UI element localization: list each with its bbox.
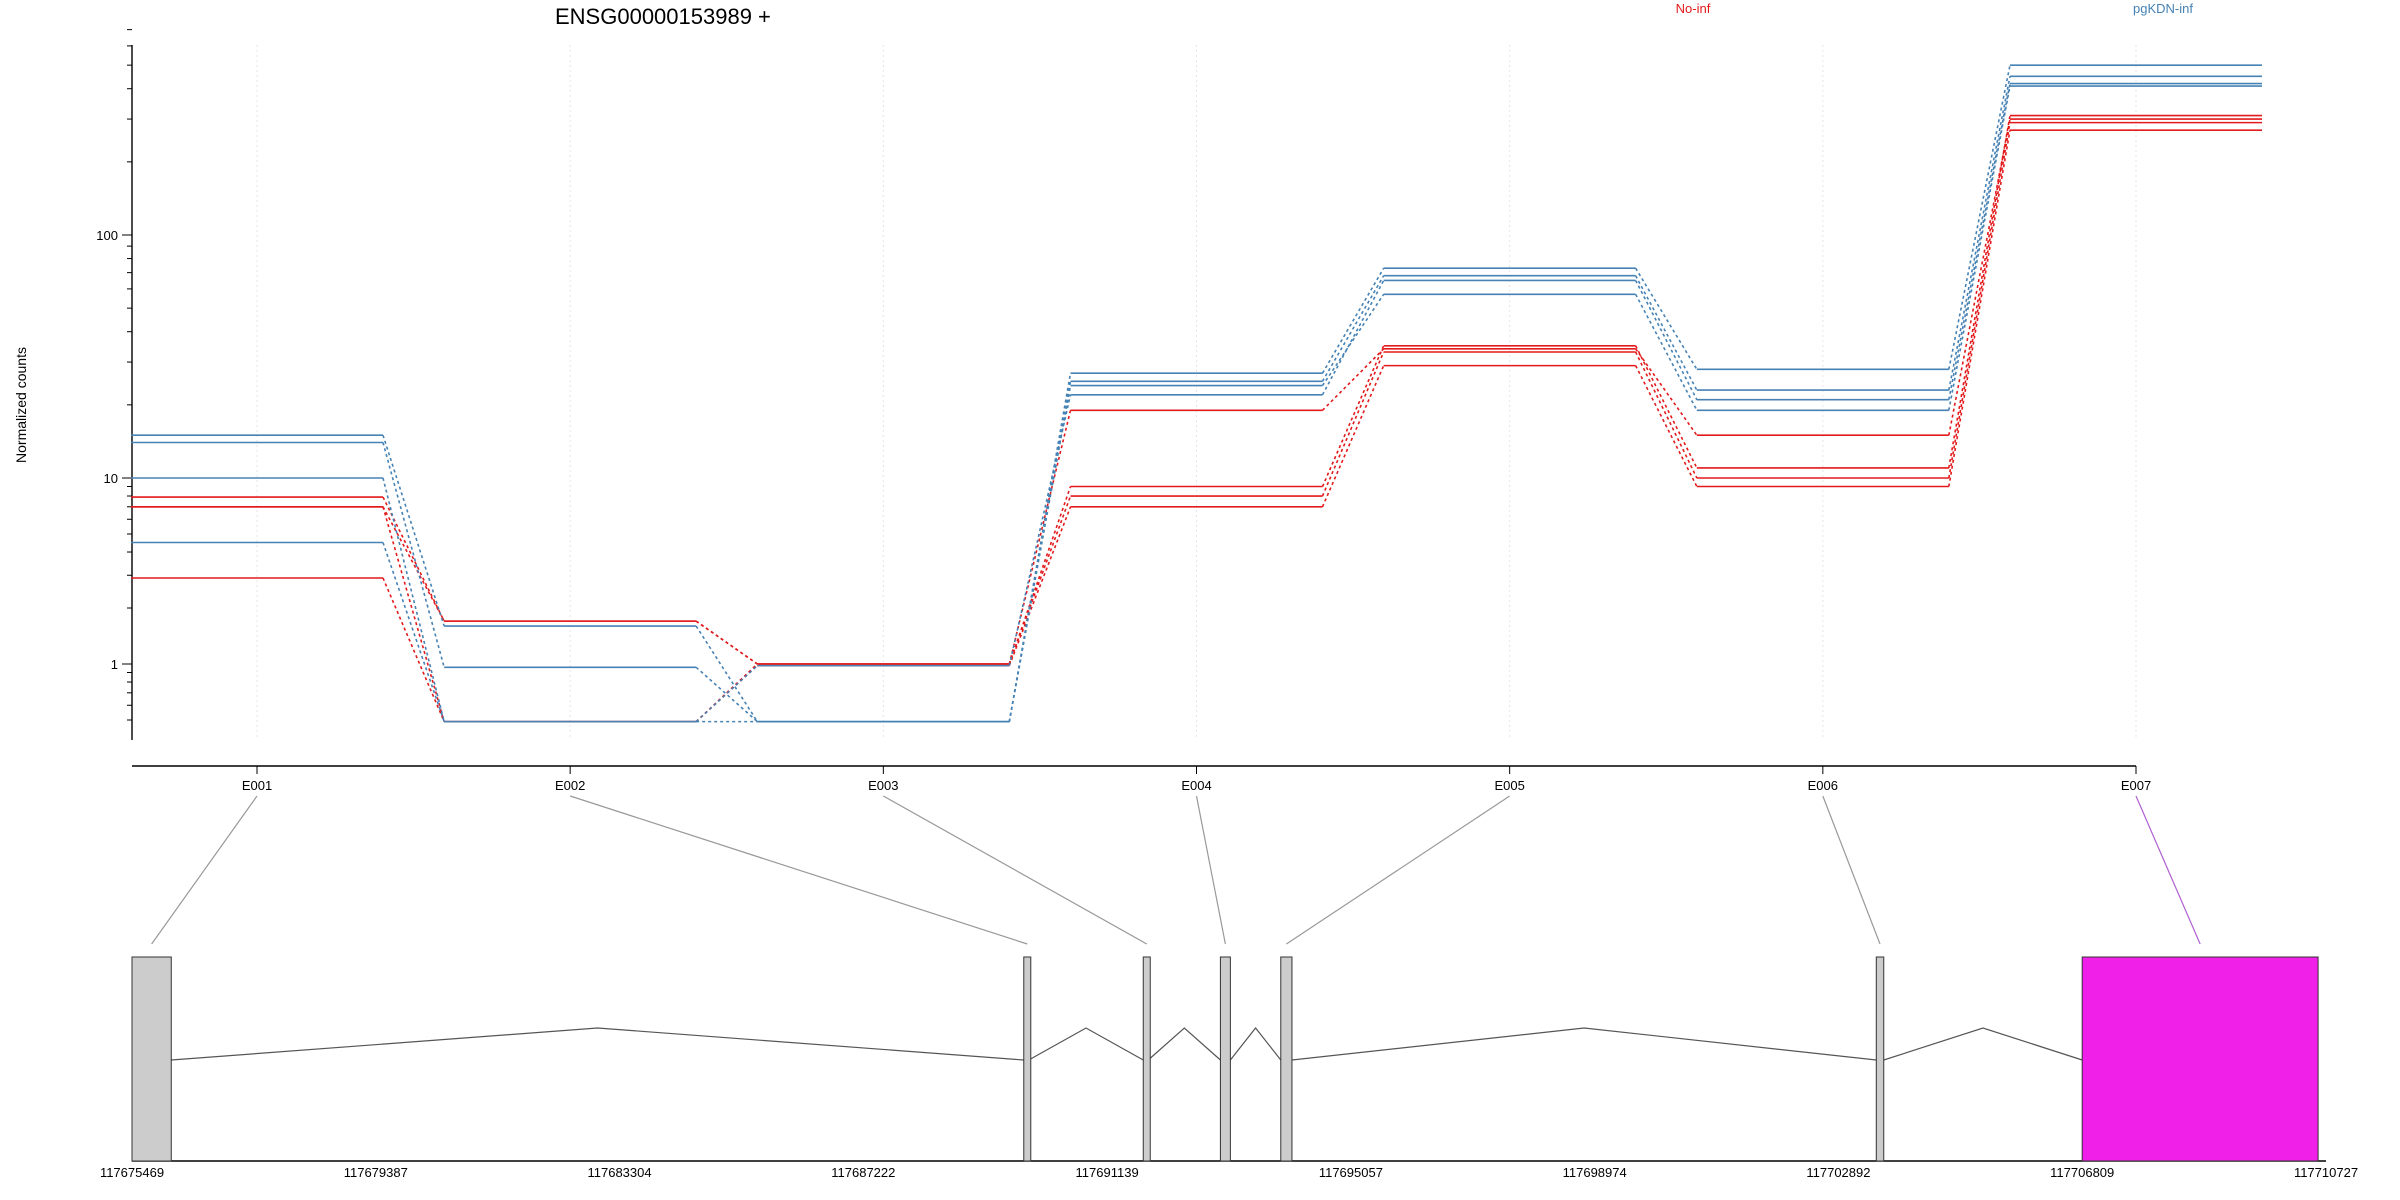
series-connector: [1008, 381, 1072, 722]
series-connector: [1634, 365, 1698, 487]
series-connector: [1321, 293, 1385, 387]
series-connector: [1634, 280, 1698, 401]
coordinate-tick-label: 117675469: [100, 1165, 164, 1180]
exon-connector-e001: [151, 795, 258, 945]
gene-model: 117675469 117679387 117683304 117687222 1176…: [100, 795, 2358, 1180]
exon-connector-e002: [569, 795, 1028, 945]
intron-line: [1147, 1027, 1221, 1061]
series-no-inf-1: [131, 121, 2262, 665]
intron-line: [1028, 1027, 1144, 1061]
coordinate-tick-label: 117698974: [1563, 1165, 1627, 1180]
series-connector: [1948, 64, 2011, 370]
series-connector: [382, 577, 445, 722]
exon-connector-e007: [2135, 795, 2201, 945]
series-connector: [695, 625, 759, 723]
series-pgkdn-inf-7: [131, 85, 2262, 723]
series-connector: [382, 434, 445, 627]
x-tick-label-e003: E003: [868, 778, 898, 793]
exon-box-e004: [1219, 956, 1231, 1162]
series-connector: [1008, 495, 1072, 665]
exon-connector-e005: [1286, 795, 1510, 945]
series-connector: [695, 666, 758, 723]
intron-line: [1883, 1027, 2083, 1061]
coordinate-tick-label: 117695057: [1319, 1165, 1383, 1180]
series-connector: [1008, 394, 1072, 666]
x-tick-label-e002: E002: [555, 778, 585, 793]
exon-box-e003: [1142, 956, 1151, 1162]
series-connector: [1634, 351, 1698, 479]
series-connector: [1008, 410, 1072, 665]
legend-pgkdn-inf: pgKDN-inf: [2133, 1, 2193, 16]
series-connector: [695, 665, 758, 723]
x-tick-label-e004: E004: [1181, 778, 1211, 793]
series-connector: [382, 506, 445, 722]
legend-no-inf: No-inf: [1676, 1, 1711, 16]
coordinate-tick-label: 117687222: [831, 1165, 895, 1180]
series-connector: [382, 496, 445, 622]
exon-box-e007: [2081, 956, 2319, 1162]
exon-box-e002: [1023, 956, 1032, 1162]
series-connector: [1321, 351, 1385, 497]
y-tick-label: 100: [96, 228, 118, 243]
series-connector: [1321, 275, 1385, 382]
series-connector: [1321, 280, 1385, 396]
series-connector: [1634, 275, 1698, 391]
axis-layer: 1 10 100 E001 E002 E003 E004 E005 E006 E007: [96, 29, 2151, 793]
series-connector: [1948, 118, 2011, 436]
grid-layer: [256, 45, 2137, 740]
series-connector: [695, 620, 758, 665]
intron-line: [1229, 1027, 1282, 1061]
series-connector: [382, 506, 445, 622]
x-tick-label-e006: E006: [1808, 778, 1838, 793]
series-connector: [1008, 385, 1072, 722]
x-tick-label-e007: E007: [2121, 778, 2151, 793]
series-connector: [382, 442, 445, 668]
series-connector: [1948, 85, 2011, 411]
y-tick-label: 1: [111, 657, 118, 672]
x-tick-label-e005: E005: [1494, 778, 1524, 793]
series-connector: [1634, 267, 1698, 370]
coordinate-tick-label: 117706809: [2050, 1165, 2114, 1180]
series-connector: [1948, 76, 2011, 391]
exon-connector-e003: [883, 795, 1148, 945]
series-connector: [1321, 267, 1385, 374]
exon-connector-e006: [1822, 795, 1881, 945]
series-connector: [382, 477, 445, 722]
series-connector: [1634, 345, 1698, 469]
exon-box-e005: [1280, 956, 1293, 1162]
series-lines: [131, 64, 2262, 723]
coordinate-tick-label: 117691139: [1076, 1165, 1139, 1180]
series-connector: [1948, 122, 2011, 479]
coordinate-tick-label: 117702892: [1806, 1165, 1870, 1180]
series-connector: [382, 542, 445, 722]
intron-line: [1291, 1027, 1877, 1061]
series-pgkdn-inf-4: [131, 64, 2262, 723]
exon-box-e006: [1875, 956, 1885, 1162]
x-tick-label-e001: E001: [242, 778, 272, 793]
series-connector: [1321, 365, 1385, 508]
series-connector: [1634, 293, 1698, 411]
chart-title: ENSG00000153989 +: [555, 4, 771, 29]
series-connector: [1008, 486, 1072, 665]
coordinate-tick-label: 117679387: [344, 1165, 408, 1180]
y-tick-label: 10: [104, 471, 118, 486]
coordinate-tick-label: 117683304: [588, 1165, 652, 1180]
series-connector: [1321, 345, 1385, 487]
exon-connector-e004: [1195, 795, 1226, 945]
y-axis-label: Normalized counts: [13, 347, 29, 463]
series-connector: [1008, 506, 1072, 666]
series-pgkdn-inf-6: [131, 82, 2262, 723]
series-connector: [1948, 130, 2011, 487]
series-connector: [1321, 348, 1385, 411]
coordinate-tick-label: 117710727: [2294, 1165, 2358, 1180]
exon-box-e001: [131, 956, 172, 1162]
intron-line: [171, 1027, 1024, 1061]
